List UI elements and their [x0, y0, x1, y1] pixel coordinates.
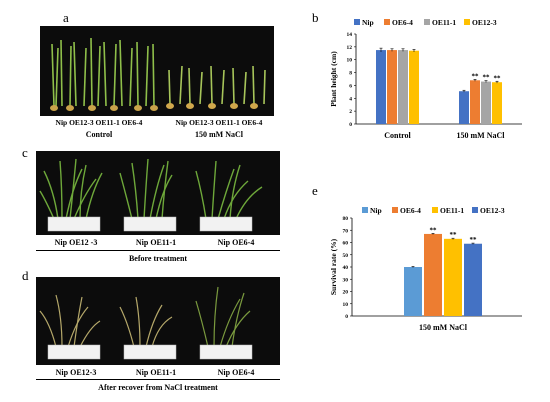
y-tick-label-2: 20 [343, 290, 349, 296]
y-axis-label: Survival rate (%) [330, 238, 338, 295]
y-tick-label-8: 80 [343, 216, 349, 222]
panel-c-label-1: Nip OE12 -3 [54, 238, 98, 247]
legend-label-1: OE6-4 [392, 18, 413, 27]
y-tick-label-4: 40 [343, 265, 349, 271]
legend-swatch-2 [432, 207, 438, 213]
panel-d-caption: After recover from NaCl treatment [98, 383, 218, 392]
legend-label-2: OE11-1 [432, 18, 456, 27]
y-tick-label-2: 4 [349, 96, 352, 102]
panel-e-letter: e [312, 183, 318, 198]
panel-d-photo [36, 277, 280, 365]
legend-swatch-3 [472, 207, 478, 213]
bar-0-2 [398, 50, 408, 125]
sig-marker-0-1: ** [430, 226, 438, 234]
panel-a-right-condition: 150 mM NaCl [195, 130, 243, 139]
y-tick-label-0: 0 [349, 122, 352, 128]
bar-0-0 [404, 267, 422, 316]
y-tick-label-6: 60 [343, 241, 349, 247]
y-tick-label-3: 30 [343, 277, 349, 283]
bar-1-0 [459, 91, 469, 124]
y-axis-label: Plant height (cm) [330, 51, 338, 107]
y-tick-label-6: 12 [347, 45, 353, 51]
panel-d-plants [39, 286, 253, 360]
legend-swatch-0 [354, 19, 360, 25]
panel-d-letter: d [22, 268, 29, 283]
legend-label-2: OE11-1 [440, 206, 464, 215]
panel-a-seedlings [50, 37, 266, 111]
sig-marker-0-2: ** [450, 231, 458, 239]
bar-0-3 [409, 50, 419, 124]
panel-a-photo [40, 26, 274, 116]
panel-d-label-1: Nip OE12-3 [55, 368, 97, 377]
y-tick-label-1: 2 [349, 109, 352, 115]
y-tick-label-5: 10 [347, 58, 353, 64]
panel-c-letter: c [22, 145, 28, 160]
legend-swatch-2 [424, 19, 430, 25]
panel-d-separator [36, 379, 280, 380]
sig-marker-1-3: ** [494, 74, 502, 82]
y-tick-label-0: 0 [345, 314, 348, 320]
bar-0-2 [444, 238, 462, 316]
panel-b-letter: b [312, 10, 319, 25]
y-tick-label-4: 8 [349, 71, 352, 77]
legend-swatch-0 [362, 207, 368, 213]
bar-0-1 [424, 233, 442, 316]
category-label-1: 150 mM NaCl [457, 131, 506, 140]
legend-label-1: OE6-4 [400, 206, 421, 215]
y-tick-label-1: 10 [343, 302, 349, 308]
y-tick-label-3: 6 [349, 83, 352, 89]
category-label-0: Control [384, 131, 411, 140]
bar-1-1 [470, 80, 480, 124]
bar-1-3 [492, 82, 502, 124]
sig-marker-1-1: ** [472, 72, 480, 80]
legend-swatch-1 [392, 207, 398, 213]
sig-marker-0-3: ** [470, 236, 478, 244]
legend-label-3: OE12-3 [480, 206, 505, 215]
panel-c-caption: Before treatment [128, 254, 188, 263]
bar-0-3 [464, 243, 482, 316]
panel-a-left-condition: Control [85, 130, 113, 139]
panel-c-separator [36, 250, 280, 251]
legend-label-0: Nip [370, 206, 382, 215]
category-label-0: 150 mM NaCl [419, 323, 468, 332]
panel-d-label-2: Nip OE11-1 [135, 368, 177, 377]
legend-swatch-1 [384, 19, 390, 25]
panel-d-label-3: Nip OE6-4 [217, 368, 255, 377]
legend-swatch-3 [464, 19, 470, 25]
panel-a-letter: a [63, 10, 69, 25]
bar-0-1 [387, 50, 397, 125]
y-tick-label-7: 70 [343, 228, 349, 234]
legend-label-3: OE12-3 [472, 18, 497, 27]
panel-c-plants [39, 158, 263, 232]
panel-a-right-group-label: Nip OE12-3 OE11-1 OE6-4 [175, 118, 263, 127]
panel-c-photo [36, 151, 280, 235]
y-tick-label-5: 50 [343, 253, 349, 259]
survival-rate-chart: Nip OE6-4 OE11-1 OE12-3 0 10 20 30 40 50 60 70 80 Sur… [330, 206, 522, 332]
bar-1-2 [481, 81, 491, 124]
sig-marker-1-2: ** [483, 74, 491, 82]
panel-c-label-2: Nip OE11-1 [135, 238, 177, 247]
legend-label-0: Nip [362, 18, 374, 27]
y-tick-label-7: 14 [347, 32, 353, 38]
panel-a-left-group-label: Nip OE12-3 OE11-1 OE6-4 [55, 118, 143, 127]
plant-height-chart: Nip OE6-4 OE11-1 OE12-3 0 2 4 6 8 10 12 14 Plant hei… [330, 18, 522, 140]
panel-c-label-3: Nip OE6-4 [217, 238, 255, 247]
bar-0-0 [376, 50, 386, 125]
